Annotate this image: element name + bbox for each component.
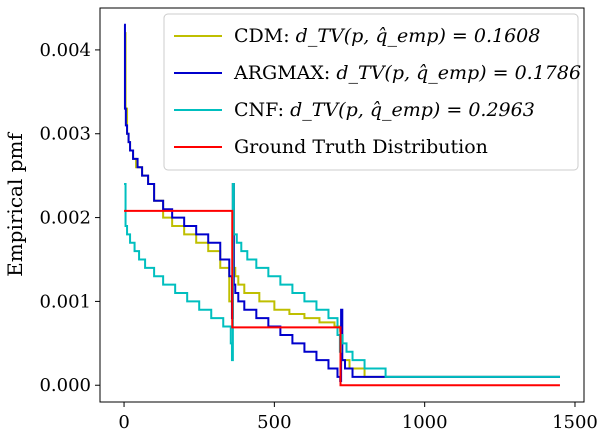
y-tick-label: 0.004 xyxy=(39,40,91,61)
y-tick-label: 0.001 xyxy=(39,291,91,312)
legend-entry: Ground Truth Distribution xyxy=(234,136,488,158)
x-tick-label: 1000 xyxy=(402,412,448,433)
legend-entry-metric: d_TV(p, q̂_emp) = 0.1786 xyxy=(336,62,581,84)
legend-entry-name: CDM: xyxy=(234,25,296,47)
legend-entry: ARGMAX: d_TV(p, q̂_emp) = 0.1786 xyxy=(233,62,581,84)
legend-entry-name: Ground Truth Distribution xyxy=(234,136,488,158)
x-tick-label: 500 xyxy=(257,412,291,433)
plot-frame xyxy=(99,7,585,403)
series-cnf xyxy=(124,183,560,378)
legend-entry: CDM: d_TV(p, q̂_emp) = 0.1608 xyxy=(234,25,540,47)
legend-entry-metric: d_TV(p, q̂_emp) = 0.1608 xyxy=(296,25,541,47)
series-ground-truth-distribution xyxy=(124,209,560,387)
x-axis: 0 500 1000 1500 xyxy=(118,402,598,433)
x-tick-label: 0 xyxy=(118,412,129,433)
y-tick-label: 0.000 xyxy=(39,375,91,396)
legend-entry-name: CNF: xyxy=(234,99,290,121)
y-axis-label: Empirical pmf xyxy=(3,132,27,277)
legend-box xyxy=(163,13,579,171)
legend-entry: CNF: d_TV(p, q̂_emp) = 0.2963 xyxy=(234,99,535,121)
legend-entry-name: ARGMAX: xyxy=(233,62,336,84)
legend: CDM: d_TV(p, q̂_emp) = 0.1608 ARGMAX: d_T… xyxy=(163,13,581,171)
y-tick-label: 0.003 xyxy=(39,124,91,145)
legend-entry-metric: d_TV(p, q̂_emp) = 0.2963 xyxy=(290,99,535,121)
y-tick-label: 0.002 xyxy=(39,208,91,229)
plot-area xyxy=(123,23,560,387)
y-axis: 0.000 0.001 0.002 0.003 0.004 xyxy=(39,40,100,396)
x-tick-label: 1500 xyxy=(552,412,598,433)
